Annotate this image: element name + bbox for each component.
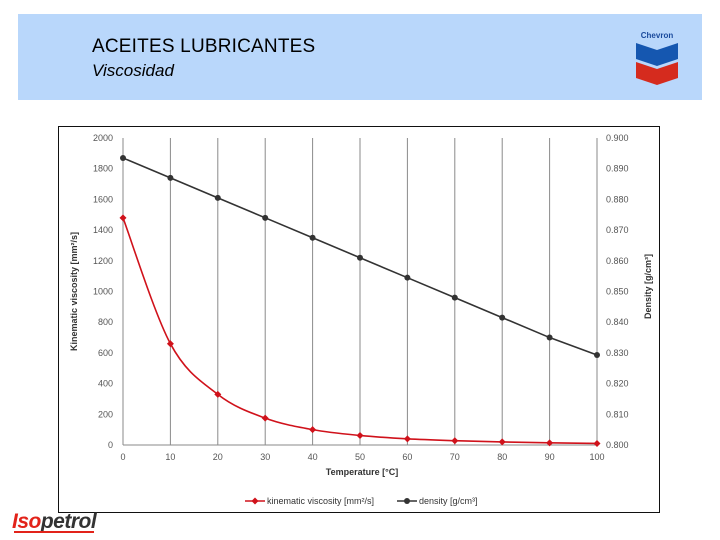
x-tick-label: 70 — [450, 452, 460, 462]
y-tick-label: 600 — [98, 348, 113, 358]
legend-marker — [404, 498, 410, 504]
y-tick-label: 2000 — [93, 133, 113, 143]
y-tick-label: 400 — [98, 379, 113, 389]
y2-tick-label: 0.800 — [606, 440, 629, 450]
x-tick-label: 0 — [120, 452, 125, 462]
x-tick-label: 30 — [260, 452, 270, 462]
data-point-viscosity — [498, 438, 506, 446]
x-tick-label: 10 — [165, 452, 175, 462]
x-tick-label: 80 — [497, 452, 507, 462]
data-point-density — [309, 234, 316, 241]
y-tick-label: 1400 — [93, 225, 113, 235]
legend-marker — [251, 497, 259, 505]
legend-label: density [g/cm³] — [419, 496, 478, 506]
y2-tick-label: 0.830 — [606, 348, 629, 358]
y2-tick-label: 0.850 — [606, 287, 629, 297]
y-tick-label: 1000 — [93, 287, 113, 297]
y2-tick-label: 0.900 — [606, 133, 629, 143]
y-tick-label: 1600 — [93, 194, 113, 204]
y2-tick-label: 0.870 — [606, 225, 629, 235]
x-tick-label: 100 — [589, 452, 604, 462]
data-point-density — [214, 194, 221, 201]
chevron-logo: Chevron — [636, 31, 678, 85]
data-point-viscosity — [119, 214, 127, 222]
x-axis-title: Temperature [°C] — [326, 467, 398, 477]
data-point-density — [262, 214, 269, 221]
data-point-density — [546, 334, 553, 341]
y2-tick-label: 0.860 — [606, 256, 629, 266]
chart-series — [119, 154, 601, 447]
data-point-density — [499, 314, 506, 321]
y2-tick-label: 0.810 — [606, 409, 629, 419]
data-point-density — [451, 294, 458, 301]
chart-grid — [122, 138, 598, 446]
isopetrol-logo-part2: petrol — [40, 510, 97, 533]
data-point-viscosity — [403, 435, 411, 443]
y2-tick-label: 0.840 — [606, 317, 629, 327]
x-tick-label: 90 — [545, 452, 555, 462]
y2-tick-label: 0.890 — [606, 164, 629, 174]
data-point-viscosity — [261, 414, 269, 422]
data-point-viscosity — [356, 431, 364, 439]
viscosity-density-chart: 0 10 20 30 40 50 60 70 80 90 100020040060080010001… — [69, 133, 653, 506]
x-tick-label: 60 — [402, 452, 412, 462]
y-axis-title: Kinematic viscosity [mm²/s] — [69, 232, 79, 351]
x-tick-label: 50 — [355, 452, 365, 462]
slide-title: ACEITES LUBRICANTES — [92, 36, 316, 57]
data-point-density — [120, 154, 126, 161]
chart-ticks: 0 10 20 30 40 50 60 70 80 90 100020040060080010001… — [93, 133, 629, 462]
slide-header: ACEITES LUBRICANTES Viscosidad Chevron — [18, 14, 702, 100]
data-point-viscosity — [214, 390, 222, 398]
series-line-viscosity — [122, 217, 598, 445]
data-point-viscosity — [451, 437, 459, 445]
isopetrol-logo-part1: Iso — [12, 510, 41, 533]
x-tick-label: 20 — [213, 452, 223, 462]
y-tick-label: 200 — [98, 409, 113, 419]
y2-axis-title: Density [g/cm³] — [643, 254, 653, 319]
data-point-viscosity — [546, 439, 554, 447]
data-point-viscosity — [309, 426, 317, 434]
data-point-viscosity — [593, 439, 601, 447]
y2-tick-label: 0.880 — [606, 194, 629, 204]
data-point-viscosity — [166, 340, 174, 348]
data-point-density — [404, 274, 411, 281]
data-point-density — [594, 352, 600, 359]
y-tick-label: 1800 — [93, 164, 113, 174]
slide-subtitle: Viscosidad — [92, 61, 174, 80]
y-tick-label: 1200 — [93, 256, 113, 266]
isopetrol-logo: Isopetrol — [12, 510, 97, 534]
y2-tick-label: 0.820 — [606, 379, 629, 389]
y-tick-label: 0 — [108, 440, 113, 450]
x-tick-label: 40 — [308, 452, 318, 462]
data-point-density — [357, 254, 363, 261]
y-tick-label: 800 — [98, 317, 113, 327]
chevron-logo-text: Chevron — [641, 31, 674, 40]
chart-container: 0 10 20 30 40 50 60 70 80 90 100 0 200 400 600 800 1000 1… — [58, 126, 660, 513]
data-point-density — [167, 174, 174, 181]
legend-label: kinematic viscosity [mm²/s] — [267, 496, 374, 506]
chart-legend: kinematic viscosity [mm²/s] density [g/cm… — [245, 496, 478, 506]
